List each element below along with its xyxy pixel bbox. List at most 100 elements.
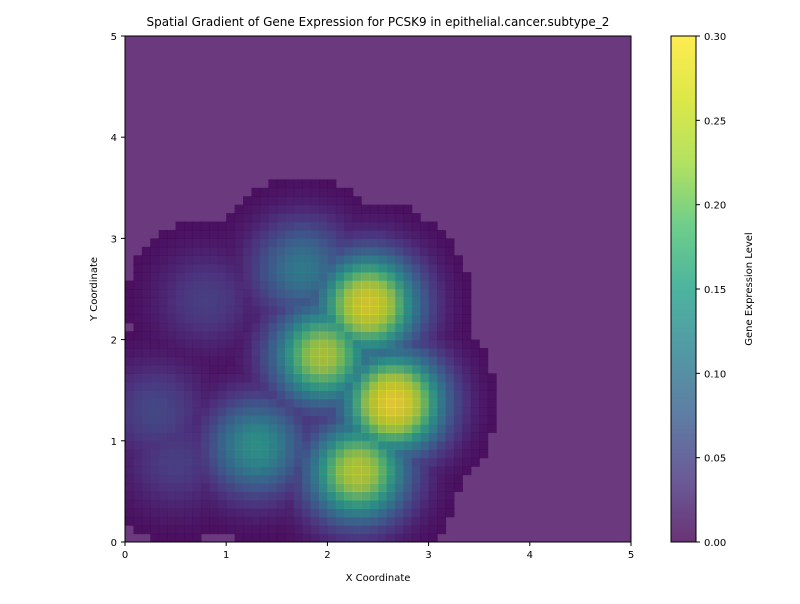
heatmap-cell	[394, 390, 404, 400]
heatmap-cell	[251, 213, 261, 223]
heatmap-cell	[386, 525, 396, 535]
heatmap-cell	[327, 398, 337, 408]
heatmap-cell	[369, 499, 379, 509]
heatmap-cell	[420, 238, 430, 248]
heatmap-cell	[386, 272, 396, 282]
heatmap-cell	[234, 364, 244, 374]
heatmap-cell	[167, 246, 177, 256]
heatmap-cell	[293, 221, 303, 231]
heatmap-cell	[125, 339, 135, 349]
heatmap-cell	[411, 246, 421, 256]
heatmap-cell	[150, 381, 160, 391]
heatmap-cell	[243, 364, 253, 374]
heatmap-cell	[352, 533, 362, 542]
heatmap-cell	[428, 415, 438, 425]
heatmap-cell	[403, 229, 413, 239]
heatmap-cell	[175, 356, 185, 366]
heatmap-cell	[479, 373, 489, 383]
heatmap-cell	[226, 499, 236, 509]
heatmap-cell	[243, 314, 253, 324]
heatmap-cell	[361, 449, 371, 459]
heatmap-cell	[167, 508, 177, 518]
heatmap-cell	[394, 516, 404, 526]
heatmap-cell	[327, 466, 337, 476]
heatmap-cell	[327, 432, 337, 442]
heatmap-cell	[361, 297, 371, 307]
heatmap-cell	[125, 491, 135, 501]
heatmap-cell	[428, 272, 438, 282]
heatmap-cell	[462, 305, 472, 315]
heatmap-cell	[352, 204, 362, 214]
heatmap-cell	[133, 364, 143, 374]
heatmap-cell	[192, 339, 202, 349]
heatmap-cell	[344, 449, 354, 459]
heatmap-cell	[344, 348, 354, 358]
heatmap-cell	[411, 508, 421, 518]
heatmap-cell	[361, 415, 371, 425]
heatmap-cell	[158, 373, 168, 383]
heatmap-cell	[361, 339, 371, 349]
heatmap-cell	[243, 508, 253, 518]
heatmap-cell	[369, 238, 379, 248]
heatmap-cell	[133, 449, 143, 459]
heatmap-cell	[276, 272, 286, 282]
heatmap-cell	[285, 229, 295, 239]
heatmap-cell	[335, 482, 345, 492]
heatmap-cell	[209, 331, 219, 341]
heatmap-cell	[428, 381, 438, 391]
heatmap-cell	[175, 272, 185, 282]
heatmap-cell	[403, 348, 413, 358]
heatmap-cell	[167, 373, 177, 383]
heatmap-cell	[445, 491, 455, 501]
heatmap-cell	[200, 491, 210, 501]
heatmap-cell	[268, 263, 278, 273]
heatmap-cell	[243, 457, 253, 467]
heatmap-cell	[318, 322, 328, 332]
heatmap-cell	[428, 525, 438, 535]
heatmap-cell	[217, 373, 227, 383]
heatmap-cell	[167, 229, 177, 239]
heatmap-cell	[141, 348, 151, 358]
heatmap-cell	[259, 449, 269, 459]
heatmap-cell	[276, 390, 286, 400]
heatmap-cell	[403, 356, 413, 366]
heatmap-cell	[200, 322, 210, 332]
heatmap-cell	[259, 491, 269, 501]
heatmap-cell	[386, 474, 396, 484]
heatmap-cell	[234, 474, 244, 484]
heatmap-cell	[133, 356, 143, 366]
heatmap-cell	[386, 466, 396, 476]
heatmap-cell	[369, 213, 379, 223]
heatmap-cell	[209, 516, 219, 526]
heatmap-cell	[234, 499, 244, 509]
heatmap-cell	[411, 516, 421, 526]
heatmap-cell	[285, 314, 295, 324]
heatmap-cell	[411, 221, 421, 231]
heatmap-cell	[403, 516, 413, 526]
heatmap-cell	[158, 229, 168, 239]
heatmap-cell	[394, 533, 404, 542]
heatmap-cell	[403, 533, 413, 542]
heatmap-cell	[403, 246, 413, 256]
heatmap-cell	[470, 398, 480, 408]
heatmap-cell	[150, 423, 160, 433]
heatmap-cell	[209, 364, 219, 374]
heatmap-cell	[125, 449, 135, 459]
heatmap-cell	[310, 449, 320, 459]
heatmap-cell	[302, 246, 312, 256]
heatmap-cell	[259, 229, 269, 239]
heatmap-cell	[293, 474, 303, 484]
heatmap-cell	[369, 398, 379, 408]
heatmap-cell	[386, 356, 396, 366]
heatmap-cell	[453, 339, 463, 349]
heatmap-cell	[268, 331, 278, 341]
heatmap-cell	[268, 364, 278, 374]
heatmap-cell	[217, 499, 227, 509]
heatmap-cell	[234, 331, 244, 341]
heatmap-cell	[411, 440, 421, 450]
heatmap-cell	[361, 272, 371, 282]
heatmap-cell	[192, 398, 202, 408]
heatmap-cell	[437, 348, 447, 358]
heatmap-cell	[141, 449, 151, 459]
heatmap-cell	[251, 466, 261, 476]
